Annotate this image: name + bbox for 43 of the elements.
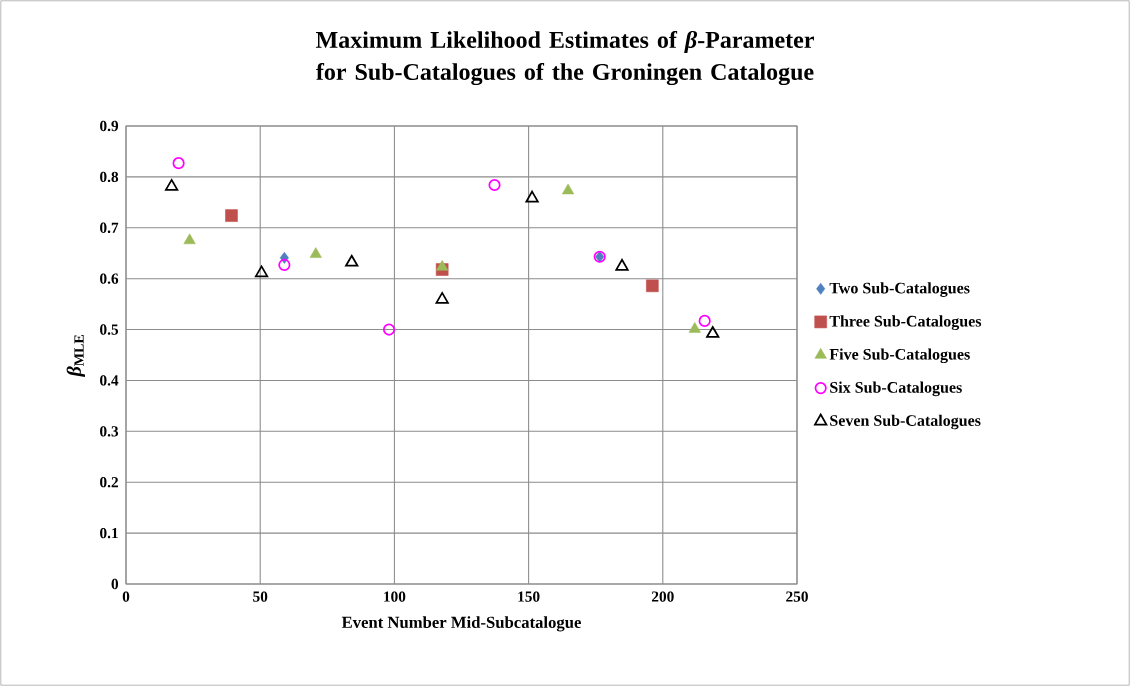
y-tick-label: 0 (111, 578, 119, 590)
point (698, 314, 711, 327)
y-tick-label: 0.5 (100, 324, 119, 335)
point (254, 265, 269, 278)
point (382, 323, 396, 336)
y-tick-label: 0.3 (100, 426, 119, 437)
x-axis-title: Event Number Mid-Subcatalogue (341, 616, 581, 632)
point (225, 209, 238, 222)
point (706, 326, 720, 338)
point (164, 179, 179, 191)
point (436, 260, 449, 271)
x-tick-label: 250 (786, 591, 808, 602)
point (345, 254, 359, 267)
y-tick-label: 0.4 (100, 375, 119, 386)
legend-label: Seven Sub-Catalogues (830, 414, 981, 430)
legend-label: Six Sub-Catalogues (830, 381, 962, 397)
point (525, 190, 539, 203)
point (278, 258, 291, 271)
legend-label: Two Sub-Catalogues (829, 282, 970, 297)
legend-label: Three Sub-Catalogues (829, 315, 982, 330)
y-tick-label: 0.2 (100, 477, 118, 488)
x-tick-label: 100 (384, 591, 406, 602)
chart-title: Maximum Likelihood Estimates of β-Parameter for Sub-Catalogues of the Groningen Catalogue (315, 30, 814, 86)
point (435, 292, 449, 304)
point (309, 247, 322, 258)
point (615, 258, 629, 271)
x-tick-label: 200 (651, 591, 674, 602)
point (183, 233, 196, 245)
y-tick-label: 0.8 (100, 171, 119, 183)
x-tick-label: 50 (253, 591, 268, 602)
y-axis-title: β$_{MLE}$ (66, 334, 85, 378)
point (488, 178, 501, 192)
x-tick-label: 150 (518, 591, 540, 602)
y-tick-label: 0.1 (100, 527, 118, 539)
y-tick-label: 0.9 (100, 120, 119, 132)
point (562, 183, 575, 195)
legend-label: Five Sub-Catalogues (829, 348, 970, 364)
y-tick-label: 0.6 (100, 273, 119, 284)
point (172, 157, 185, 170)
point (688, 322, 701, 333)
point (646, 279, 659, 293)
y-tick-label: 0.7 (100, 222, 119, 233)
x-tick-label: 0 (122, 591, 130, 602)
